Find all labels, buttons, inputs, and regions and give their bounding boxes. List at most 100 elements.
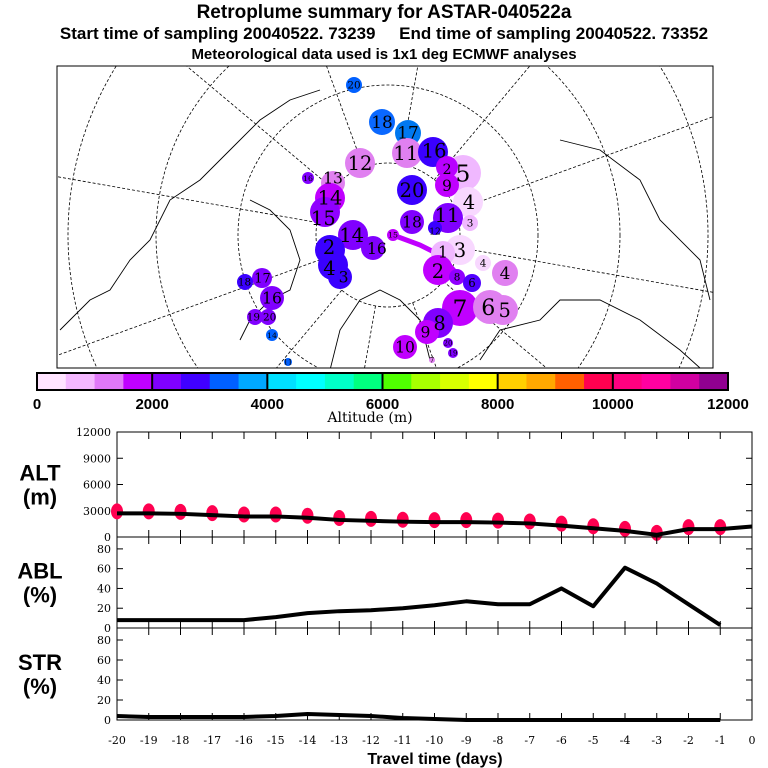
y-tick-label: 12000 bbox=[76, 426, 111, 439]
colorbar-tick: 8000 bbox=[481, 396, 514, 413]
map-frame bbox=[56, 65, 714, 369]
x-tick-label: 0 bbox=[749, 734, 756, 747]
colorbar-swatch bbox=[152, 373, 182, 390]
cluster-label: 20 bbox=[347, 80, 360, 92]
y-tick-label: 80 bbox=[97, 543, 111, 556]
cluster-circle bbox=[247, 309, 263, 325]
cluster-label: 14 bbox=[318, 186, 343, 209]
colorbar-swatch bbox=[612, 373, 643, 390]
cluster-label: 5 bbox=[456, 159, 471, 187]
cluster-circle bbox=[346, 77, 362, 93]
cluster-label: 16 bbox=[367, 240, 387, 258]
y-tick-label: 0 bbox=[104, 714, 111, 727]
cluster-label: 18 bbox=[371, 112, 393, 132]
x-tick-label: -13 bbox=[330, 734, 348, 747]
cluster-label: 18 bbox=[402, 214, 422, 232]
y-axis-label: (%) bbox=[23, 674, 57, 699]
colorbar-swatch bbox=[324, 373, 355, 390]
meridian-line bbox=[442, 280, 548, 368]
cluster-label: 9 bbox=[442, 177, 452, 195]
cluster-label: 4 bbox=[480, 258, 487, 270]
colorbar-swatch bbox=[584, 373, 614, 390]
meridian-line bbox=[455, 116, 713, 211]
cluster-label: 20 bbox=[400, 179, 425, 202]
cluster-label: 17 bbox=[254, 272, 271, 287]
y-tick-label: 80 bbox=[97, 634, 111, 647]
y-axis-label: (%) bbox=[23, 583, 57, 608]
coastline bbox=[559, 139, 711, 301]
colorbar-label: Altitude (m) bbox=[326, 410, 412, 426]
cluster-label: 7 bbox=[430, 357, 434, 365]
cluster-label: 20 bbox=[444, 340, 453, 348]
colorbar-swatch bbox=[180, 373, 211, 390]
x-tick-label: -16 bbox=[235, 734, 253, 747]
cluster-label: 11 bbox=[284, 359, 293, 367]
series-line-str bbox=[116, 712, 721, 722]
cluster-label: 4 bbox=[463, 191, 475, 214]
cluster-circle bbox=[463, 274, 481, 292]
x-tick-label: -4 bbox=[620, 734, 631, 747]
cluster-label: 10 bbox=[395, 339, 415, 357]
colorbar-swatch bbox=[209, 373, 240, 390]
colorbar-swatch bbox=[526, 373, 556, 390]
cluster-label: 4 bbox=[323, 257, 335, 280]
colorbar-tick: 10000 bbox=[592, 396, 634, 413]
y-tick-label: 20 bbox=[97, 694, 111, 707]
colorbar-tick: 2000 bbox=[135, 396, 168, 413]
y-tick-label: 9000 bbox=[83, 452, 111, 465]
cluster-label: 20 bbox=[263, 312, 276, 324]
x-tick-label: -9 bbox=[461, 734, 472, 747]
sampling-times: Start time of sampling 20040522. 73239 E… bbox=[0, 24, 768, 44]
cluster-label: 15 bbox=[388, 230, 398, 239]
cluster-circle bbox=[302, 172, 314, 184]
cluster-label: 14 bbox=[339, 224, 364, 247]
colorbar-swatch bbox=[555, 373, 585, 390]
x-tick-label: -18 bbox=[172, 734, 190, 747]
panel-abl: 0 20 40 60 80 ABL(%) bbox=[17, 536, 753, 635]
meridian-line bbox=[57, 259, 321, 356]
x-tick-label: -20 bbox=[108, 734, 126, 747]
cluster-circle bbox=[453, 187, 483, 217]
cluster-circle bbox=[369, 109, 395, 135]
cluster-circle bbox=[397, 175, 427, 205]
cluster-label: 14 bbox=[267, 331, 277, 340]
cluster-circle bbox=[400, 210, 424, 234]
cluster-label: 7 bbox=[453, 294, 468, 322]
cluster-circle bbox=[361, 236, 385, 260]
x-tick-label: -12 bbox=[362, 734, 380, 747]
cluster-circle bbox=[435, 173, 459, 197]
colorbar-tick: 12000 bbox=[707, 396, 749, 413]
colorbar-swatch bbox=[468, 373, 499, 390]
y-tick-label: 40 bbox=[97, 674, 111, 687]
y-tick-label: 60 bbox=[97, 654, 111, 667]
cluster-label: 16 bbox=[262, 290, 282, 308]
cluster-circle bbox=[415, 320, 439, 344]
cluster-label: 9 bbox=[420, 324, 430, 342]
cluster-circle bbox=[492, 260, 518, 286]
cluster-circle bbox=[252, 268, 272, 288]
cluster-label: 11 bbox=[435, 204, 460, 227]
colorbar-swatch bbox=[353, 373, 383, 390]
series-line-abl bbox=[117, 565, 722, 627]
colorbar-swatch bbox=[65, 373, 96, 390]
x-axis-label: Travel time (days) bbox=[367, 751, 502, 768]
colorbar-frame bbox=[36, 372, 729, 391]
y-tick-label: 0 bbox=[104, 622, 111, 635]
cluster-circle bbox=[266, 329, 278, 341]
meridian-line bbox=[185, 66, 334, 190]
cluster-label: 5 bbox=[498, 299, 510, 322]
x-tick-label: -19 bbox=[140, 734, 158, 747]
y-tick-label: 20 bbox=[97, 602, 111, 615]
colorbar-swatch bbox=[296, 373, 326, 390]
panel-frame bbox=[116, 627, 753, 721]
colorbar-swatch bbox=[411, 373, 441, 390]
meridian-line bbox=[400, 66, 419, 165]
cluster-label: 4 bbox=[500, 263, 511, 283]
cluster-circle bbox=[449, 269, 465, 285]
cluster-label: 2 bbox=[442, 162, 451, 178]
latitude-circle bbox=[237, 84, 539, 368]
meridian-line bbox=[433, 66, 531, 181]
cluster-label: 15 bbox=[311, 207, 336, 230]
y-axis-label: ALT bbox=[19, 461, 61, 486]
